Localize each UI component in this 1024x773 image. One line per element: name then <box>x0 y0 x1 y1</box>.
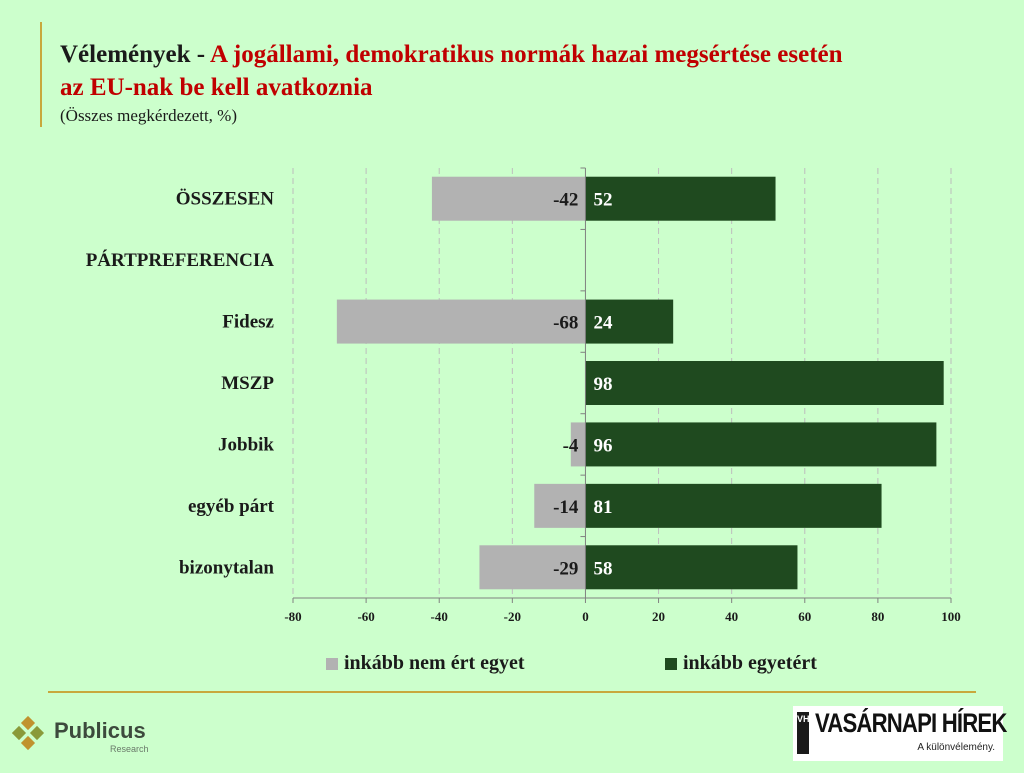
data-label-agree-osszesen: 52 <box>593 190 612 211</box>
publicus-name: Publicus <box>54 718 146 743</box>
bar-disagree-osszesen <box>431 176 586 221</box>
category-label-partpreferencia: PÁRTPREFERENCIA <box>86 249 275 271</box>
category-label-osszesen: ÖSSZESEN <box>176 189 274 210</box>
bar-agree-egyeb-part <box>585 483 882 528</box>
category-label-egyeb-part: egyéb párt <box>188 496 275 517</box>
title-accent-rule <box>40 22 42 127</box>
publicus-sub: Research <box>110 744 149 754</box>
tick-label-0: 0 <box>582 609 589 624</box>
tick-label--40: -40 <box>431 609 448 624</box>
bar-agree-mszp <box>585 361 944 405</box>
title-main: A jogállami, demokratikus normák hazai m… <box>209 41 843 68</box>
vh-tagline: A különvélemény. <box>917 742 995 753</box>
tick-label-40: 40 <box>725 609 738 624</box>
bar-disagree-egyeb-part <box>534 483 586 528</box>
category-label-mszp: MSZP <box>221 373 274 394</box>
category-label-fidesz: Fidesz <box>222 312 274 333</box>
category-label-jobbik: Jobbik <box>218 434 274 455</box>
footer-rule <box>48 691 976 693</box>
data-label-disagree-osszesen: -42 <box>553 190 578 211</box>
label-layer: ÖSSZESEN -42 52 PÁRTPREFERENCIA Fidesz -68 24 M… <box>86 189 613 580</box>
data-label-disagree-egyeb-part: -14 <box>553 497 579 518</box>
legend-item-agree: inkább egyetért <box>665 652 817 675</box>
bar-disagree-bizonytalan <box>479 545 586 590</box>
bar-agree-bizonytalan <box>585 545 798 590</box>
bar-layer <box>336 176 944 590</box>
title-line-1: Vélemények - A jogállami, demokratikus n… <box>60 38 980 71</box>
legend: inkább nem ért egyet inkább egyetért <box>0 652 1024 678</box>
data-label-agree-mszp: 98 <box>593 374 612 395</box>
legend-label-disagree: inkább nem ért egyet <box>344 652 525 674</box>
vh-mark: VH <box>797 712 810 754</box>
title-lead: Vélemények - <box>60 41 210 68</box>
title-block: Vélemények - A jogállami, demokratikus n… <box>60 38 980 126</box>
data-label-agree-fidesz: 24 <box>593 313 613 334</box>
title-main-cont: az EU-nak be kell avatkoznia <box>60 74 373 101</box>
bar-agree-jobbik <box>585 422 937 467</box>
axis-layer: -80 -60 -40 -20 0 20 40 60 80 100 <box>284 167 961 624</box>
bar-agree-osszesen <box>585 176 776 221</box>
bar-agree-fidesz <box>585 299 674 344</box>
tick-label--60: -60 <box>357 609 374 624</box>
publicus-logo: Publicus Research <box>12 714 152 758</box>
legend-item-disagree: inkább nem ért egyet <box>326 652 525 675</box>
data-label-disagree-fidesz: -68 <box>553 313 578 334</box>
legend-swatch-disagree <box>326 657 338 670</box>
chart-subtitle: (Összes megkérdezett, %) <box>60 106 238 125</box>
tick-label--80: -80 <box>284 609 301 624</box>
data-label-disagree-bizonytalan: -29 <box>553 558 578 579</box>
category-label-bizonytalan: bizonytalan <box>179 557 274 578</box>
tick-label--20: -20 <box>504 609 521 624</box>
legend-swatch-agree <box>665 657 677 670</box>
tick-label-20: 20 <box>652 609 665 624</box>
data-label-agree-egyeb-part: 81 <box>593 497 612 518</box>
publicus-mark-icon <box>12 716 45 751</box>
bar-disagree-jobbik <box>570 422 586 467</box>
data-label-agree-jobbik: 96 <box>593 435 612 456</box>
data-label-disagree-jobbik: -4 <box>563 435 579 456</box>
vasarnapi-hirek-logo: VH VASÁRNAPI HÍREK A különvélemény. <box>793 706 1007 761</box>
bar-disagree-fidesz <box>336 299 586 344</box>
vh-name: VASÁRNAPI HÍREK <box>815 708 1007 738</box>
tick-label-80: 80 <box>871 609 884 624</box>
tick-label-60: 60 <box>798 609 811 624</box>
legend-label-agree: inkább egyetért <box>683 652 817 674</box>
tick-label-100: 100 <box>941 609 961 624</box>
data-label-agree-bizonytalan: 58 <box>593 558 612 579</box>
title-line-2: az EU-nak be kell avatkoznia <box>60 71 980 104</box>
